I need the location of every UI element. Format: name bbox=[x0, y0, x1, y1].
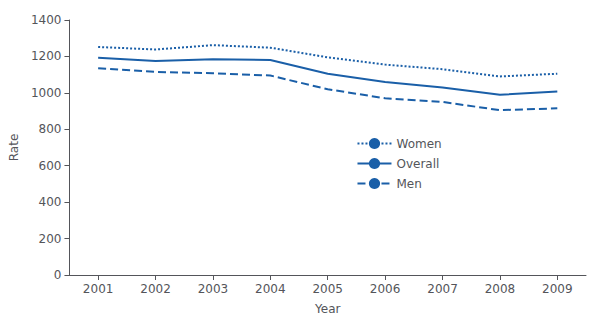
svg-text:1000: 1000 bbox=[31, 86, 62, 100]
svg-text:2005: 2005 bbox=[312, 282, 343, 296]
svg-text:Women: Women bbox=[396, 137, 441, 151]
svg-text:2008: 2008 bbox=[485, 282, 516, 296]
svg-text:Overall: Overall bbox=[396, 157, 439, 171]
svg-text:2001: 2001 bbox=[83, 282, 114, 296]
svg-text:400: 400 bbox=[39, 195, 62, 209]
svg-text:Rate: Rate bbox=[7, 134, 21, 162]
svg-text:200: 200 bbox=[39, 232, 62, 246]
svg-text:Men: Men bbox=[396, 177, 421, 191]
svg-text:2004: 2004 bbox=[255, 282, 286, 296]
svg-text:1200: 1200 bbox=[31, 49, 62, 63]
svg-text:2003: 2003 bbox=[198, 282, 229, 296]
svg-text:800: 800 bbox=[39, 122, 62, 136]
svg-text:2009: 2009 bbox=[542, 282, 573, 296]
svg-text:2002: 2002 bbox=[140, 282, 171, 296]
svg-text:2006: 2006 bbox=[370, 282, 401, 296]
svg-text:0: 0 bbox=[54, 268, 62, 282]
svg-text:600: 600 bbox=[39, 159, 62, 173]
svg-text:Year: Year bbox=[314, 302, 340, 316]
svg-text:2007: 2007 bbox=[427, 282, 458, 296]
svg-text:1400: 1400 bbox=[31, 13, 62, 27]
